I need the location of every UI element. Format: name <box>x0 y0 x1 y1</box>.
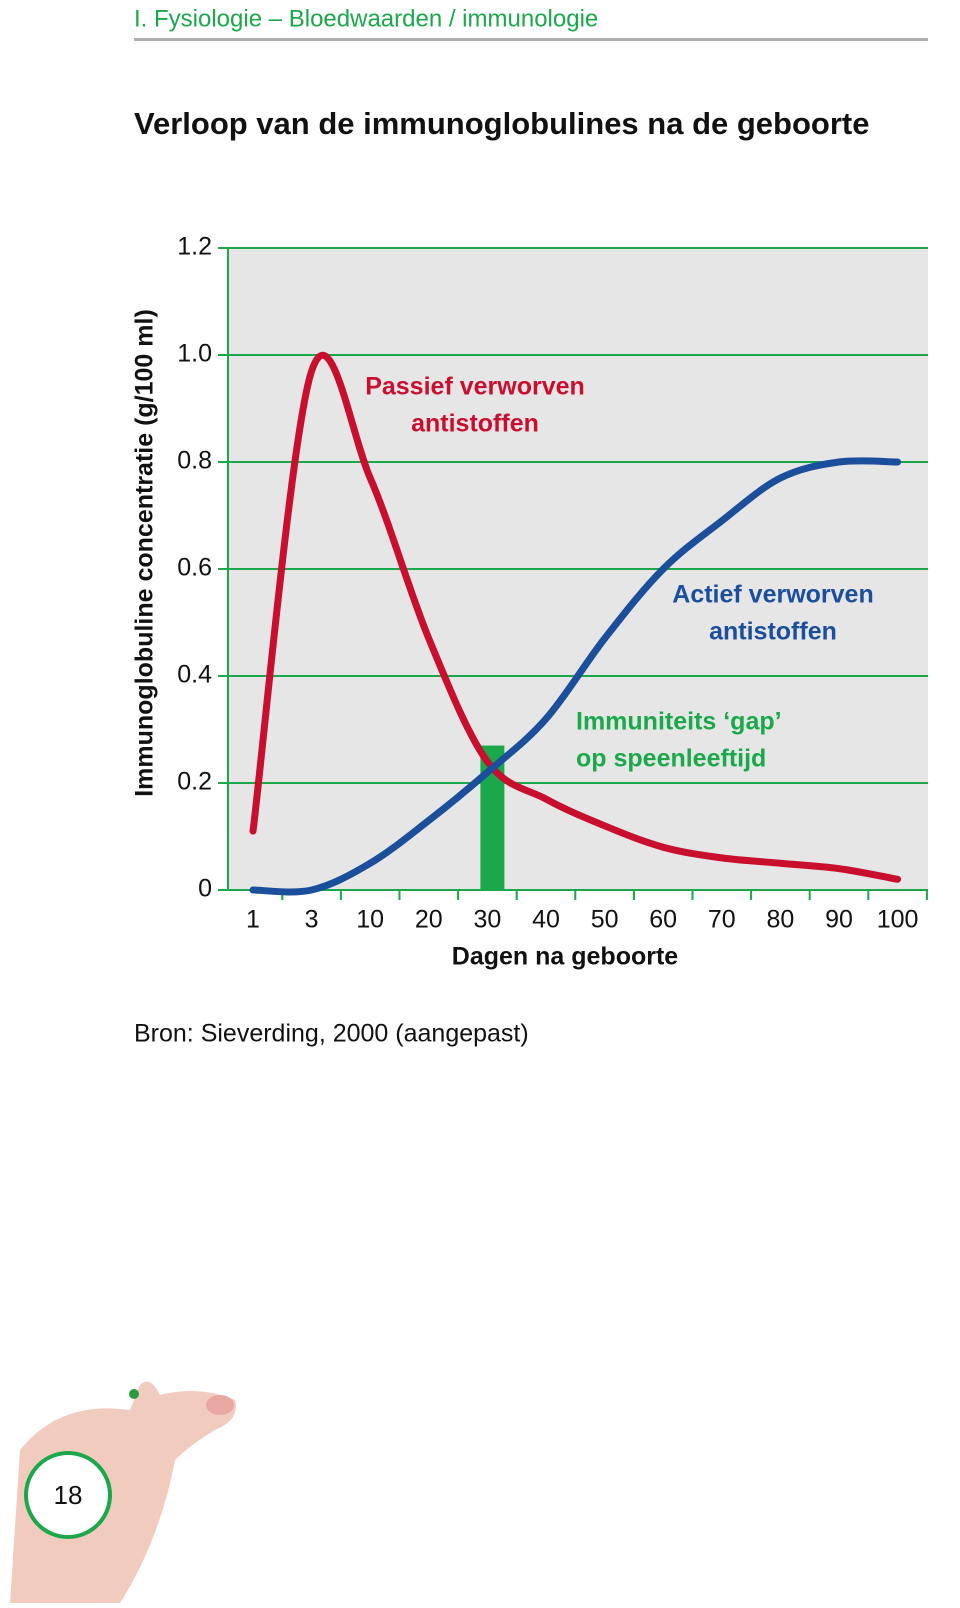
source: Bron: Sieverding, 2000 (aangepast) <box>134 1020 529 1048</box>
x-tick-label: 50 <box>591 906 619 934</box>
x-tick-label: 80 <box>766 906 794 934</box>
header-rule <box>134 38 928 41</box>
annotation: antistoffen <box>709 618 837 646</box>
x-tick-label: 100 <box>877 906 919 934</box>
page-number: 18 <box>54 1480 83 1510</box>
y-tick-label: 0.4 <box>177 661 212 689</box>
x-tick-label: 3 <box>305 906 319 934</box>
x-tick-label: 1 <box>246 906 260 934</box>
chart: 0 0.2 0.4 0.6 0.8 1.0 1.2 1 3 10 20 30 40 50 60 70 80 90 1… <box>131 233 928 971</box>
annotation: Immuniteits ‘gap’ <box>576 708 782 736</box>
x-axis-label: Dagen na geboorte <box>452 943 679 971</box>
annotation: Passief verworven <box>365 373 585 401</box>
series-line <box>249 457 902 896</box>
page-title: Verloop van de immunoglobulines na de ge… <box>134 106 869 141</box>
page-number-badge <box>24 1451 112 1539</box>
x-tick-label: 10 <box>356 906 384 934</box>
x-tick-label: 90 <box>825 906 853 934</box>
annotation: Actief verworven <box>672 581 873 609</box>
series-line <box>249 351 902 883</box>
y-tick-label: 1.0 <box>177 340 212 368</box>
annotation: antistoffen <box>411 410 539 438</box>
y-tick-label: 0.8 <box>177 447 212 475</box>
section-header: I. Fysiologie – Bloedwaarden / immunolog… <box>134 5 598 32</box>
x-tick-label: 70 <box>708 906 736 934</box>
x-tick-label: 60 <box>649 906 677 934</box>
annotation: op speenleeftijd <box>576 745 766 773</box>
y-axis-label: Immunoglobuline concentratie (g/100 ml) <box>131 309 159 797</box>
y-tick-label: 1.2 <box>177 233 212 261</box>
y-tick-label: 0 <box>198 875 212 903</box>
x-tick-label: 20 <box>415 906 443 934</box>
x-tick-label: 40 <box>532 906 560 934</box>
y-tick-label: 0.6 <box>177 554 212 582</box>
x-tick-label: 30 <box>473 906 501 934</box>
y-tick-label: 0.2 <box>177 768 212 796</box>
pig-illustration <box>10 1381 236 1603</box>
